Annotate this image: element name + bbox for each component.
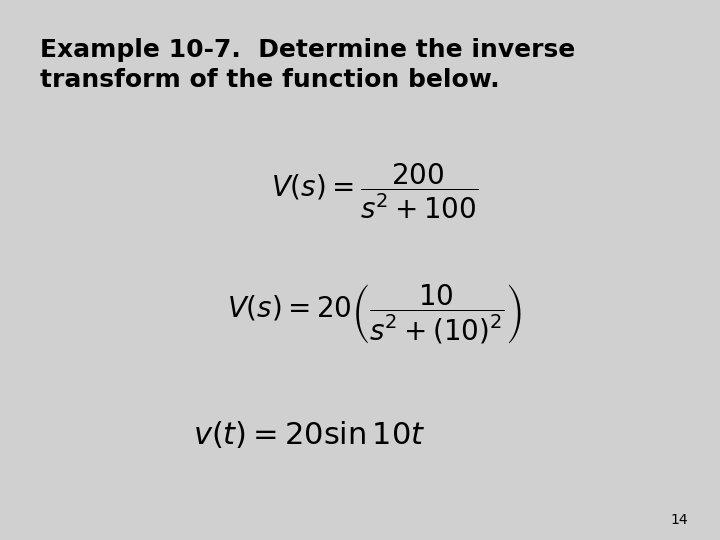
Text: $v(t) = 20\sin 10t$: $v(t) = 20\sin 10t$ [194,419,426,450]
Text: $V(s) = \dfrac{200}{s^2 + 100}$: $V(s) = \dfrac{200}{s^2 + 100}$ [271,162,478,221]
Text: 14: 14 [670,512,688,526]
Text: Example 10-7.  Determine the inverse
transform of the function below.: Example 10-7. Determine the inverse tran… [40,38,575,92]
Text: $V(s) = 20\left(\dfrac{10}{s^2 + (10)^2}\right)$: $V(s) = 20\left(\dfrac{10}{s^2 + (10)^2}… [227,282,522,345]
